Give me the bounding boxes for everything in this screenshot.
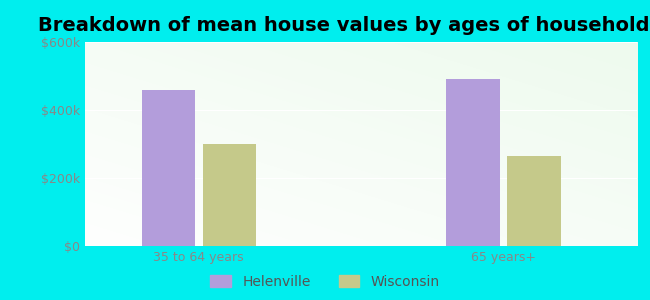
Bar <box>447 80 500 246</box>
Bar <box>142 90 195 246</box>
Bar <box>203 144 256 246</box>
Bar <box>508 156 561 246</box>
Title: Breakdown of mean house values by ages of householders: Breakdown of mean house values by ages o… <box>38 16 650 35</box>
Legend: Helenville, Wisconsin: Helenville, Wisconsin <box>206 271 444 293</box>
